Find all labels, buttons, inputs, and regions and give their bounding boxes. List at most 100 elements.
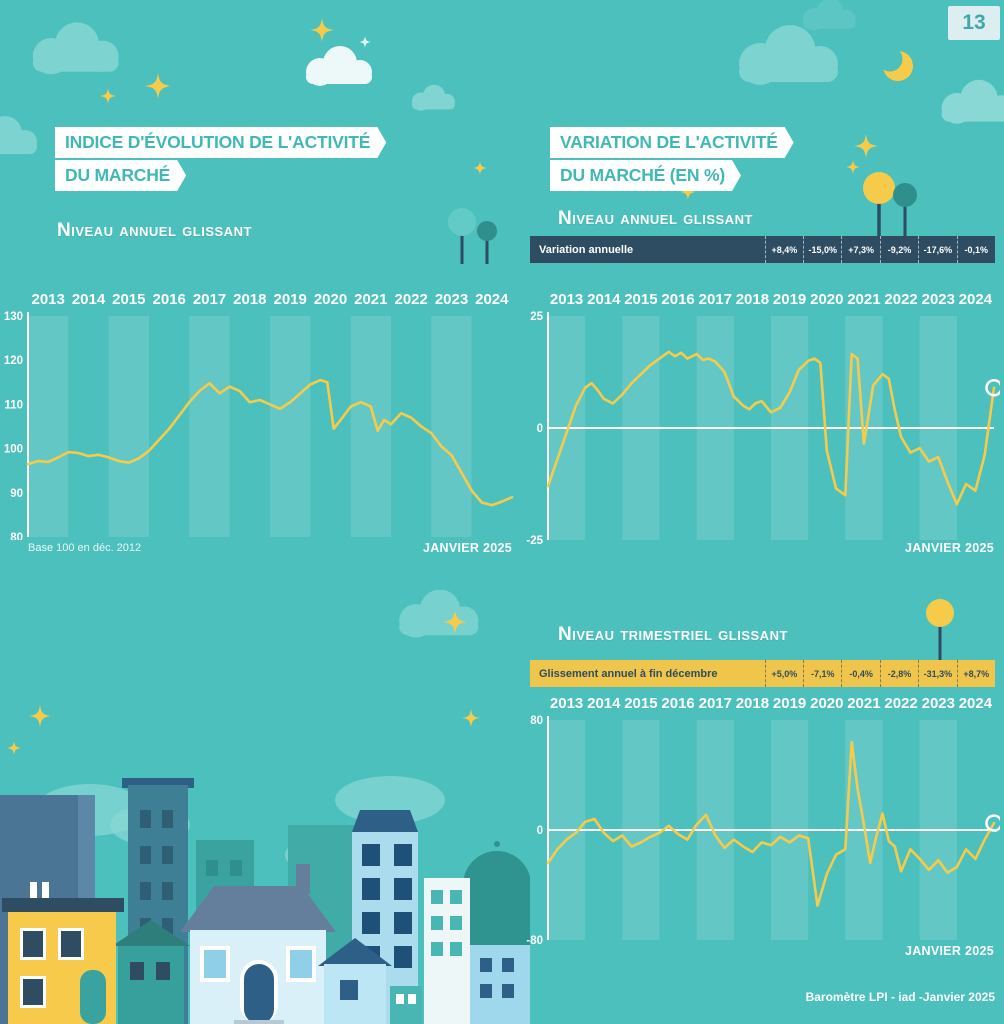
stat-value: +7,3% [841, 236, 879, 263]
svg-text:2024: 2024 [475, 291, 509, 308]
svg-text:2016: 2016 [661, 291, 694, 308]
cloud-icon [411, 84, 455, 111]
stat-value: -31,3% [918, 660, 956, 687]
sparkle-icon [854, 134, 878, 158]
annual-variation-bar: Variation annuelle +8,4% -15,0% +7,3% -9,2%… [530, 236, 995, 263]
svg-text:2013: 2013 [550, 695, 583, 712]
svg-text:2015: 2015 [112, 291, 145, 308]
svg-text:2024: 2024 [959, 291, 993, 308]
quarterly-variation-values: +5,0% -7,1% -0,4% -2,8% -31,3% +8,7% [764, 660, 995, 687]
stat-value: -0,4% [841, 660, 879, 687]
svg-text:2015: 2015 [624, 695, 657, 712]
stat-value: +5,0% [764, 660, 803, 687]
right-title-line2: DU MARCHÉ (EN %) [550, 160, 741, 191]
svg-text:2013: 2013 [32, 291, 65, 308]
svg-text:2022: 2022 [884, 695, 917, 712]
right-date-label: JANVIER 2025 [904, 541, 994, 555]
quarterly-subtitle: Niveau trimestriel glissant [558, 624, 788, 645]
svg-text:80: 80 [530, 715, 543, 727]
svg-text:2020: 2020 [314, 291, 347, 308]
index-line-chart: 2013 2014 2015 2016 2017 2018 2019 2020 2021 2022… [4, 291, 514, 540]
sparkle-icon [443, 610, 467, 634]
svg-text:130: 130 [4, 311, 23, 323]
annual-variation-line-chart: 2013 2014 2015 2016 2017 2018 2019 2020 2021 2022… [526, 291, 1000, 544]
sparkle-icon [846, 160, 860, 174]
svg-text:-25: -25 [526, 535, 543, 544]
svg-text:80: 80 [10, 532, 23, 540]
svg-text:2017: 2017 [699, 291, 732, 308]
sparkle-icon [29, 705, 51, 727]
svg-text:2016: 2016 [661, 695, 694, 712]
quarterly-variation-bar: Glissement annuel à fin décembre +5,0% -7… [530, 660, 995, 687]
svg-text:2023: 2023 [922, 695, 955, 712]
stat-value: -7,1% [803, 660, 841, 687]
stat-value: -17,6% [918, 236, 956, 263]
stat-value: -15,0% [803, 236, 841, 263]
left-title-line1: INDICE D'ÉVOLUTION DE L'ACTIVITÉ [55, 127, 386, 158]
left-title-banner: INDICE D'ÉVOLUTION DE L'ACTIVITÉ DU MARC… [55, 127, 386, 193]
cloud-icon [306, 46, 372, 86]
svg-text:2021: 2021 [354, 291, 387, 308]
sparkle-icon [310, 18, 334, 42]
cityscape-illustration [0, 776, 530, 1024]
stat-value: -0,1% [956, 236, 995, 263]
tree-icon [448, 208, 497, 264]
stat-value: -9,2% [879, 236, 918, 263]
svg-text:2014: 2014 [72, 291, 106, 308]
svg-text:0: 0 [537, 825, 543, 837]
moon-icon [877, 46, 913, 81]
svg-text:100: 100 [4, 444, 23, 456]
svg-text:2018: 2018 [736, 695, 769, 712]
right-subtitle: Niveau annuel glissant [558, 208, 753, 229]
svg-text:2014: 2014 [587, 291, 621, 308]
svg-text:2019: 2019 [274, 291, 307, 308]
svg-text:2013: 2013 [550, 291, 583, 308]
svg-text:25: 25 [530, 311, 543, 323]
svg-text:0: 0 [537, 423, 543, 435]
svg-text:120: 120 [4, 355, 23, 367]
sparkle-icon [462, 709, 480, 727]
svg-text:2019: 2019 [773, 291, 806, 308]
cloud-icon [802, 0, 856, 31]
cloud-icon [32, 22, 119, 75]
svg-text:2023: 2023 [922, 291, 955, 308]
report-credit: Baromètre LPI - iad -Janvier 2025 [805, 990, 995, 1004]
stat-value: +8,4% [764, 236, 803, 263]
svg-text:2020: 2020 [810, 291, 843, 308]
cloud-icon [0, 116, 37, 156]
stat-value: +8,7% [956, 660, 995, 687]
svg-text:2020: 2020 [810, 695, 843, 712]
annual-variation-label: Variation annuelle [539, 243, 634, 256]
left-title-line2: DU MARCHÉ [55, 160, 186, 191]
svg-text:110: 110 [4, 399, 23, 411]
svg-text:2017: 2017 [193, 291, 226, 308]
right-title-banner: VARIATION DE L'ACTIVITÉ DU MARCHÉ (EN %) [550, 127, 794, 193]
sparkle-icon [7, 741, 21, 755]
left-date-label: JANVIER 2025 [422, 541, 512, 555]
tree-icon [863, 172, 917, 236]
page-number: 13 [948, 6, 1000, 40]
sparkle-icon [473, 161, 487, 175]
svg-text:2021: 2021 [847, 695, 880, 712]
svg-text:90: 90 [10, 488, 23, 500]
cloud-icon [739, 25, 838, 85]
quarterly-date-label: JANVIER 2025 [904, 944, 994, 958]
svg-text:2018: 2018 [233, 291, 266, 308]
sparkle-icon [100, 88, 116, 104]
cloud-icon [399, 589, 479, 638]
svg-text:2018: 2018 [736, 291, 769, 308]
stat-value: -2,8% [879, 660, 918, 687]
tree-icon [926, 599, 954, 660]
sparkle-icon [359, 36, 371, 48]
quarterly-variation-label: Glissement annuel à fin décembre [539, 667, 718, 680]
svg-text:2023: 2023 [435, 291, 468, 308]
annual-variation-values: +8,4% -15,0% +7,3% -9,2% -17,6% -0,1% [764, 236, 995, 263]
right-title-line1: VARIATION DE L'ACTIVITÉ [550, 127, 794, 158]
svg-text:2024: 2024 [959, 695, 993, 712]
base-note: Base 100 en déc. 2012 [28, 542, 142, 554]
cloud-icon [941, 79, 1004, 124]
svg-text:2015: 2015 [624, 291, 657, 308]
svg-text:2014: 2014 [587, 695, 621, 712]
sparkle-icon [145, 73, 171, 99]
